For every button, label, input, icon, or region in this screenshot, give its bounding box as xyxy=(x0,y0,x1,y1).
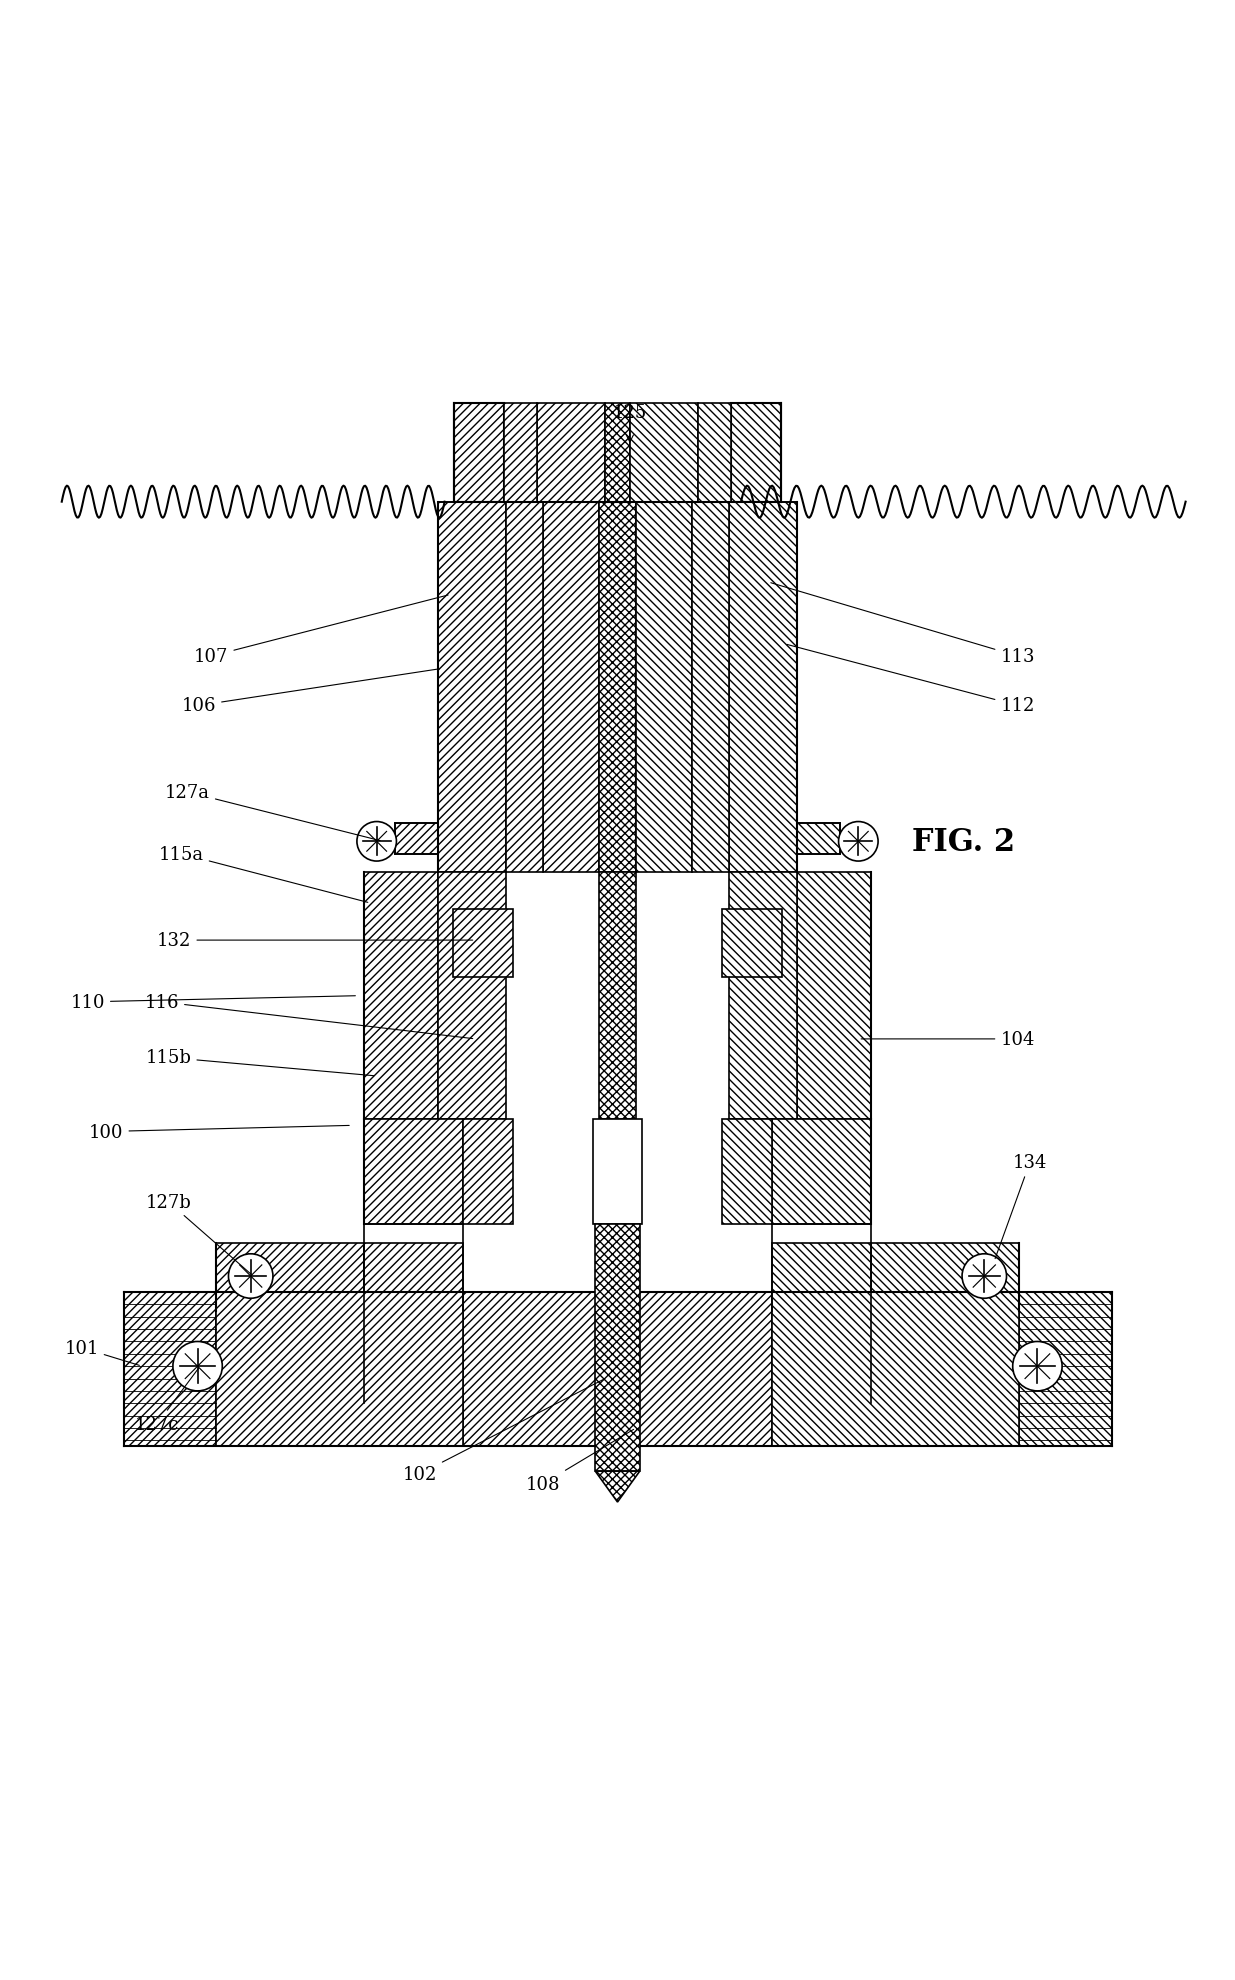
Circle shape xyxy=(1013,1342,1062,1392)
Polygon shape xyxy=(722,1119,772,1224)
Circle shape xyxy=(839,822,878,861)
Polygon shape xyxy=(636,503,692,873)
Polygon shape xyxy=(543,503,599,873)
Polygon shape xyxy=(1019,1293,1112,1447)
Text: 116: 116 xyxy=(144,994,473,1040)
Polygon shape xyxy=(454,404,504,503)
Polygon shape xyxy=(506,503,543,873)
Text: 113: 113 xyxy=(771,584,1035,665)
Circle shape xyxy=(962,1253,1007,1299)
Text: 127a: 127a xyxy=(165,784,380,842)
Text: 134: 134 xyxy=(995,1154,1047,1259)
Polygon shape xyxy=(605,404,630,503)
Polygon shape xyxy=(595,1471,640,1503)
Polygon shape xyxy=(871,1243,1019,1311)
Polygon shape xyxy=(504,404,537,503)
Polygon shape xyxy=(463,1293,772,1447)
Polygon shape xyxy=(797,824,840,853)
Polygon shape xyxy=(599,873,636,1119)
Text: 104: 104 xyxy=(861,1030,1035,1047)
Polygon shape xyxy=(722,909,782,978)
Polygon shape xyxy=(438,503,506,873)
Text: 108: 108 xyxy=(526,1430,634,1493)
Circle shape xyxy=(357,822,396,861)
Polygon shape xyxy=(772,1119,871,1224)
Text: 110: 110 xyxy=(70,994,356,1012)
Polygon shape xyxy=(595,1224,640,1471)
Polygon shape xyxy=(364,873,438,1119)
Text: 127c: 127c xyxy=(135,1368,199,1434)
Polygon shape xyxy=(124,1293,216,1447)
Polygon shape xyxy=(772,1293,1019,1447)
Circle shape xyxy=(228,1253,273,1299)
Text: 125: 125 xyxy=(613,404,647,444)
Text: 106: 106 xyxy=(182,669,440,715)
Polygon shape xyxy=(438,873,506,1119)
Text: 112: 112 xyxy=(787,645,1035,715)
Polygon shape xyxy=(216,1293,463,1447)
Polygon shape xyxy=(364,1119,463,1224)
Polygon shape xyxy=(593,1119,642,1224)
Text: FIG. 2: FIG. 2 xyxy=(911,826,1015,857)
Polygon shape xyxy=(216,1243,364,1311)
Text: 115a: 115a xyxy=(158,845,368,903)
Polygon shape xyxy=(463,1119,513,1224)
Text: 100: 100 xyxy=(89,1123,350,1140)
Text: 115b: 115b xyxy=(146,1049,374,1077)
Polygon shape xyxy=(731,404,781,503)
Polygon shape xyxy=(395,824,438,853)
Polygon shape xyxy=(729,873,797,1119)
Polygon shape xyxy=(453,909,513,978)
Text: 127b: 127b xyxy=(146,1194,251,1275)
Text: 107: 107 xyxy=(194,596,448,665)
Polygon shape xyxy=(537,404,605,503)
Text: 102: 102 xyxy=(403,1380,603,1483)
Text: 132: 132 xyxy=(157,933,473,950)
Polygon shape xyxy=(772,1243,871,1311)
Polygon shape xyxy=(364,1243,463,1311)
Polygon shape xyxy=(599,503,636,873)
Polygon shape xyxy=(692,503,729,873)
Circle shape xyxy=(173,1342,222,1392)
Polygon shape xyxy=(698,404,731,503)
Text: 101: 101 xyxy=(64,1338,140,1366)
Polygon shape xyxy=(630,404,698,503)
Polygon shape xyxy=(729,503,797,873)
Polygon shape xyxy=(797,873,871,1119)
